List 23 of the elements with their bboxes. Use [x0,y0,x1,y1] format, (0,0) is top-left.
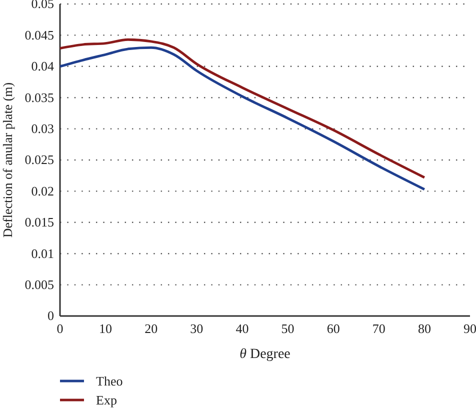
x-tick-label: 70 [372,321,386,336]
y-tick-label: 0.005 [24,276,54,292]
x-tick-label: 40 [236,321,249,336]
y-tick-label: 0.04 [31,58,54,74]
y-tick-label: 0.035 [24,90,54,105]
legend-label: Theo [96,374,123,389]
x-tick-label: 80 [418,321,431,336]
y-tick-label: 0.01 [31,246,54,261]
y-tick-label: 0.03 [31,120,54,136]
x-tick-label: 10 [99,321,112,336]
y-tick-label: 0 [48,308,54,324]
x-tick-label: 60 [326,321,340,336]
x-axis-title: θ Degree [240,347,290,362]
y-tick-label: 0.02 [31,183,54,198]
y-axis-title: Deflection of anular plate (m) [0,82,15,238]
y-tick-label: 0.015 [24,214,54,230]
x-tick-label: 30 [190,321,204,336]
y-tick-label: 0.045 [24,27,54,42]
x-tick-label: 20 [144,321,158,336]
y-tick-label: 0.025 [24,152,54,168]
x-tick-label: 50 [281,321,294,336]
x-tick-label: 90 [464,321,476,336]
legend-label: Exp [96,392,117,408]
